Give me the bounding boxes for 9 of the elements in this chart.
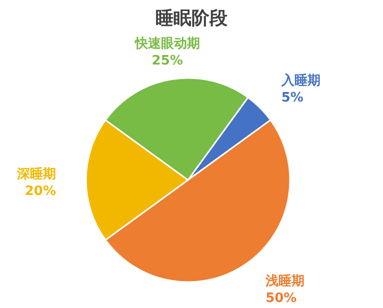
data-label: 50%	[266, 290, 297, 306]
slice-label: 快速眼动期	[134, 36, 200, 52]
data-label: 20%	[24, 184, 56, 199]
slice-label: 浅睡期	[264, 272, 305, 289]
slice-label: 深睡期	[16, 166, 56, 182]
data-label: 25%	[152, 54, 183, 69]
slice-label: 入睡期	[280, 72, 320, 89]
chart-title: 睡眠阶段	[156, 8, 228, 29]
data-label: 5%	[281, 90, 304, 106]
